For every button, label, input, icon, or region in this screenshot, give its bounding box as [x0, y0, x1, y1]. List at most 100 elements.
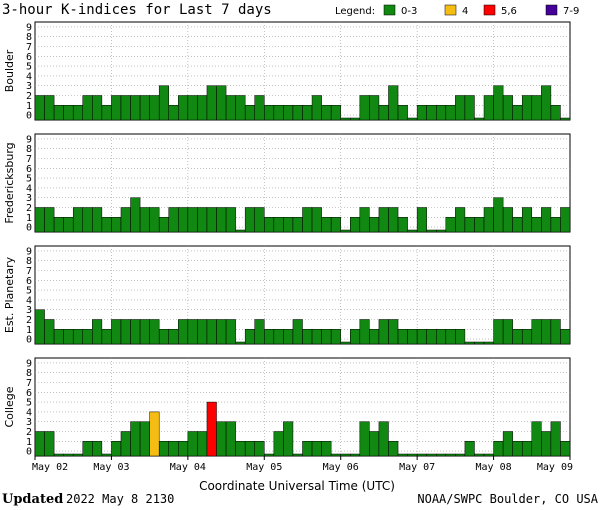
k-index-bar	[397, 105, 408, 121]
k-index-bar	[63, 453, 74, 457]
k-index-bar	[139, 95, 150, 121]
k-index-bar	[216, 319, 227, 345]
k-index-bar	[512, 217, 523, 233]
k-index-bar	[321, 329, 332, 345]
k-index-bar	[483, 341, 494, 345]
x-tick-label: May 03	[93, 462, 129, 473]
y-tick-label: 7	[26, 266, 32, 277]
k-index-bar	[455, 207, 466, 233]
k-index-bar	[82, 441, 93, 457]
y-tick-label: 7	[26, 42, 32, 53]
k-index-bar	[340, 453, 351, 457]
y-tick-label: 6	[26, 388, 32, 399]
x-tick-label: May 05	[246, 462, 282, 473]
k-index-bar	[72, 453, 84, 457]
y-tick-label: 0	[26, 447, 32, 458]
k-index-bar	[264, 105, 275, 121]
k-index-bar	[34, 95, 45, 121]
k-index-bar	[493, 85, 504, 121]
chart-title: 3-hour K-indices for Last 7 days	[2, 2, 272, 18]
y-tick-label: 7	[26, 154, 32, 165]
k-index-bar	[82, 207, 93, 233]
k-index-bar	[178, 95, 189, 121]
k-index-bar	[550, 217, 561, 233]
k-index-bar	[139, 421, 150, 457]
k-index-bar	[120, 95, 131, 121]
k-index-bar	[111, 95, 122, 121]
k-index-bar	[445, 329, 456, 345]
y-tick-label: 8	[26, 32, 32, 43]
k-index-bar	[502, 319, 513, 345]
k-index-bar	[292, 453, 303, 457]
k-index-bar	[321, 105, 332, 121]
k-index-bar	[407, 329, 418, 345]
y-tick-label: 6	[26, 164, 32, 175]
k-index-bar	[72, 105, 84, 121]
k-index-bar	[101, 453, 112, 457]
k-index-bar	[369, 431, 380, 457]
k-index-bar	[101, 105, 112, 121]
k-index-bar	[292, 217, 303, 233]
k-index-bar	[63, 105, 74, 121]
k-index-bar	[397, 329, 408, 345]
k-index-bar	[53, 453, 64, 457]
k-index-bar	[158, 441, 169, 457]
k-index-bar	[216, 421, 227, 457]
x-tick-label: May 04	[170, 462, 206, 473]
k-index-bar	[149, 207, 160, 233]
k-index-bar	[541, 85, 552, 121]
k-index-bar	[120, 207, 131, 233]
k-index-bar	[244, 207, 255, 233]
y-tick-label: 4	[26, 183, 32, 194]
k-index-bar	[541, 207, 552, 233]
y-tick-label: 5	[26, 62, 32, 73]
k-index-bar	[197, 207, 208, 233]
k-index-bar	[187, 431, 198, 457]
k-index-bar	[388, 207, 399, 233]
y-tick-label: 7	[26, 378, 32, 389]
k-index-bar	[53, 217, 64, 233]
k-index-bar	[34, 431, 45, 457]
k-index-bar	[407, 229, 418, 233]
k-index-bar	[225, 319, 236, 345]
k-index-bar	[474, 341, 485, 345]
k-index-bar	[92, 95, 103, 121]
k-index-bar	[416, 329, 427, 345]
k-index-bar	[445, 217, 456, 233]
k-index-bar	[388, 441, 399, 457]
k-index-bar	[512, 329, 523, 345]
k-index-bar	[225, 95, 236, 121]
y-tick-label: 3	[26, 305, 32, 316]
panels: 0123456789Boulder0123456789Fredericksbur…	[3, 21, 571, 458]
k-index-bar	[111, 441, 122, 457]
k-index-bar	[82, 95, 93, 121]
k-index-bar	[216, 207, 227, 233]
k-index-bar	[502, 431, 513, 457]
y-tick-label: 1	[26, 213, 32, 224]
k-index-bar	[92, 441, 103, 457]
k-index-bar	[436, 229, 447, 233]
k-index-bar	[378, 319, 389, 345]
k-index-bar	[340, 117, 351, 121]
k-index-bar	[53, 105, 64, 121]
x-tick-label: May 08	[476, 462, 512, 473]
y-tick-label: 0	[26, 335, 32, 346]
y-tick-label: 0	[26, 111, 32, 122]
k-index-bar	[359, 95, 370, 121]
k-index-bar	[541, 319, 552, 345]
k-index-bar	[350, 453, 361, 457]
y-tick-label: 4	[26, 295, 32, 306]
legend-item-7-9: 7-9	[563, 6, 579, 17]
station-label: Fredericksburg	[3, 142, 16, 223]
y-tick-label: 2	[26, 427, 32, 438]
k-index-bar	[340, 341, 351, 345]
k-index-bar	[111, 217, 122, 233]
k-index-bar	[139, 319, 150, 345]
k-index-bar	[168, 329, 179, 345]
y-tick-label: 9	[26, 358, 32, 369]
k-index-bar	[92, 319, 103, 345]
k-index-bar	[474, 117, 485, 121]
k-index-bar	[206, 207, 217, 233]
k-index-bar	[244, 329, 255, 345]
